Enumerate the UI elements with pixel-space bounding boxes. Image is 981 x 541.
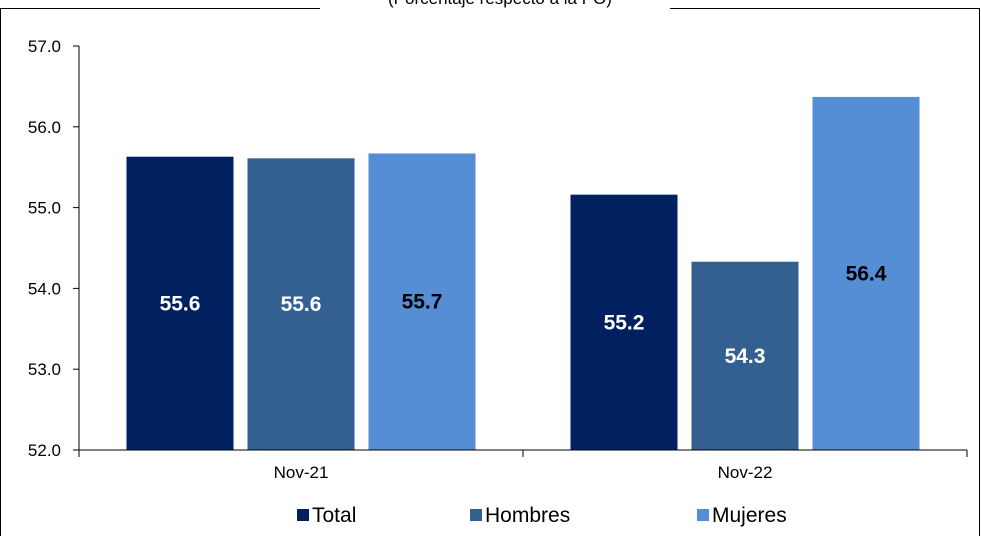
bar-total-nov-22 — [570, 194, 678, 450]
legend: Total Hombres Mujeres — [297, 504, 787, 527]
bar-hombres-nov-22 — [691, 261, 799, 450]
bar-hombres-nov-21 — [247, 158, 355, 450]
legend-swatch-hombres — [470, 509, 482, 521]
data-label-mujeres-nov-21: 55.7 — [402, 291, 443, 314]
data-label-total-nov-21: 55.6 — [160, 292, 201, 315]
y-tick-label-52.0: 52.0 — [28, 441, 61, 460]
x-tick-label-nov-22: Nov-22 — [718, 463, 773, 482]
bar-total-nov-21 — [126, 156, 234, 451]
y-tick-label-54.0: 54.0 — [28, 279, 61, 298]
bar-mujeres-nov-21 — [368, 153, 476, 451]
legend-label-hombres: Hombres — [485, 504, 570, 527]
y-tick-label-57.0: 57.0 — [28, 37, 61, 56]
legend-swatch-mujeres — [697, 509, 709, 521]
x-tick-label-nov-21: Nov-21 — [274, 463, 329, 482]
legend-label-mujeres: Mujeres — [712, 504, 787, 527]
chart-subtitle: (Porcentaje respecto a la PO) — [388, 0, 612, 8]
data-label-mujeres-nov-22: 56.4 — [846, 262, 887, 285]
y-tick-label-55.0: 55.0 — [28, 199, 61, 218]
subtitle-backdrop — [320, 0, 670, 12]
bars-group — [126, 96, 920, 451]
data-label-hombres-nov-22: 54.3 — [725, 345, 766, 368]
axes-group: Nov-21 Nov-22 52.0 53.0 54.0 55.0 56.0 57.0 — [28, 37, 968, 482]
y-tick-label-53.0: 53.0 — [28, 360, 61, 379]
data-label-hombres-nov-21: 55.6 — [281, 293, 322, 316]
data-label-total-nov-22: 55.2 — [604, 311, 645, 334]
legend-swatch-total — [297, 509, 309, 521]
y-tick-label-56.0: 56.0 — [28, 118, 61, 137]
bar-mujeres-nov-22 — [812, 96, 920, 451]
bar-labels-group: 55.6 55.6 55.7 55.2 54.3 56.4 — [160, 262, 887, 367]
legend-label-total: Total — [312, 504, 356, 527]
